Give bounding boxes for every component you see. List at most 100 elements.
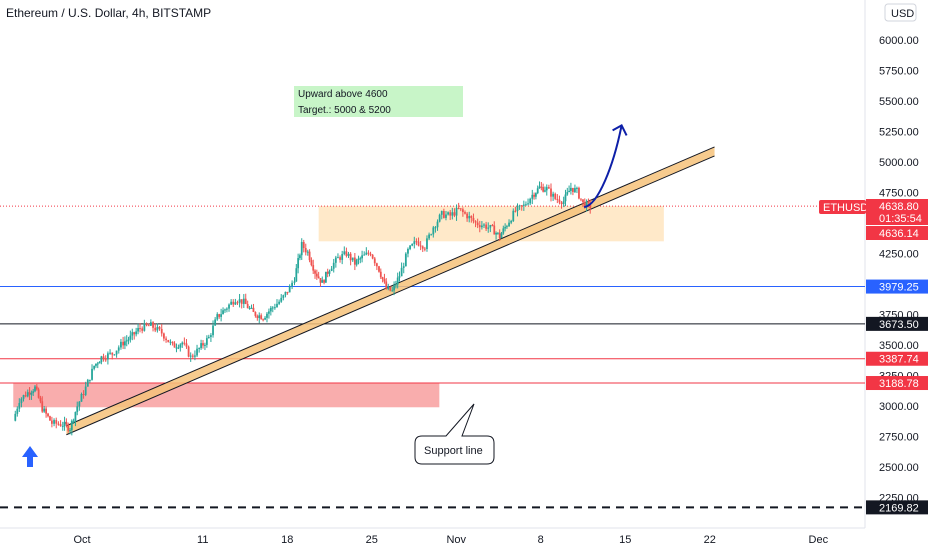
candle-body [547, 187, 550, 189]
y-axis[interactable]: 6000.00 5750.00 5500.00 5250.00 5000.00 4750.… [879, 35, 919, 505]
candle-body [226, 308, 228, 310]
candle-body [385, 281, 388, 289]
symbol-tag-bg [819, 200, 866, 214]
price-tags: 3979.25 3673.50 3387.74 3188.78 2169.82 [866, 279, 928, 515]
target-note[interactable]: Upward above 4600 Target.: 5000 & 5200 [294, 86, 463, 117]
candle-body [493, 225, 496, 235]
candles [14, 181, 592, 436]
last-price-tag: ETHUSD 4638.80 01:35:54 4636.14 [819, 199, 928, 240]
candle-body [127, 339, 130, 341]
candle-body [20, 398, 23, 404]
candle-body [375, 263, 378, 267]
candle-body [432, 227, 435, 235]
x-tick-label: Oct [74, 534, 91, 546]
candle-body [34, 386, 36, 392]
candle-body [141, 328, 144, 331]
candle-body [339, 257, 341, 260]
candle-body [214, 319, 217, 326]
candle-body [224, 309, 226, 311]
x-axis[interactable]: Oct 11 18 25 Nov 8 15 22 Dec [74, 534, 829, 546]
candle-body [428, 234, 430, 239]
countdown-value: 01:35:54 [879, 213, 922, 225]
candle-body [286, 291, 289, 293]
support-callout[interactable]: Support line [414, 403, 495, 465]
candle-body [564, 194, 567, 202]
candle-body [457, 207, 460, 209]
candle-body [369, 253, 372, 255]
demand-zone [13, 382, 440, 408]
candle-body [585, 201, 588, 208]
y-tick-label: 2500.00 [879, 462, 919, 474]
y-tick-label: 5250.00 [879, 126, 919, 138]
currency-badge[interactable]: USD [884, 3, 917, 22]
candle-body [65, 421, 68, 425]
candle-body [284, 291, 287, 296]
candle-body [145, 323, 148, 326]
candle-body [552, 193, 555, 197]
candle-body [293, 281, 296, 283]
candle-body [234, 302, 237, 305]
candle-body [122, 341, 125, 346]
candle-body [196, 348, 198, 356]
candle-body [135, 331, 138, 335]
candle-body [189, 355, 192, 357]
candle-body [391, 290, 394, 292]
currency-badge-bg [884, 3, 917, 22]
support-callout-text: Support line [424, 445, 483, 457]
candle-body [96, 363, 99, 365]
level-tag-bg [866, 279, 928, 294]
candle-body [478, 225, 481, 228]
candle-body [453, 212, 456, 216]
x-tick-label: 15 [619, 534, 631, 546]
candle-body [518, 205, 521, 207]
y-tick-label: 4250.00 [879, 249, 919, 261]
candle-body [181, 342, 184, 345]
candle-body [14, 413, 17, 421]
candle-body [18, 403, 21, 409]
candle-body [125, 340, 128, 342]
candle-body [47, 413, 49, 417]
zones [13, 205, 664, 408]
candle-body [466, 213, 469, 219]
candle-body [430, 234, 433, 236]
candle-body [149, 322, 152, 326]
candle-body [256, 315, 259, 319]
y-tick-label: 6000.00 [879, 35, 919, 47]
candle-body [464, 212, 466, 214]
candle-body [413, 241, 416, 245]
candle-body [104, 359, 107, 361]
candle-body [349, 253, 352, 261]
candle-body [198, 348, 201, 350]
candle-body [260, 315, 263, 320]
level-tag-bg [866, 376, 928, 391]
candle-body [306, 251, 309, 253]
candle-body [102, 356, 105, 360]
candle-body [500, 233, 503, 238]
candle-body [207, 336, 210, 339]
candle-body [468, 215, 471, 219]
support-line-lower [66, 155, 715, 436]
candle-body [404, 253, 407, 267]
chart-title: Ethereum / U.S. Dollar, 4h, BITSTAMP [6, 6, 211, 20]
y-tick-label: 5500.00 [879, 96, 919, 108]
candle-body [74, 411, 77, 421]
candle-body [315, 273, 318, 277]
candle-body [379, 271, 382, 278]
candle-body [262, 319, 265, 321]
candle-body [191, 355, 194, 357]
candle-body [447, 212, 449, 215]
candle-body [451, 212, 454, 216]
candle-body [587, 201, 590, 203]
candle-body [542, 186, 545, 192]
candle-body [558, 199, 561, 203]
candle-body [59, 424, 62, 427]
candle-body [43, 408, 46, 412]
candle-body [278, 301, 281, 304]
candle-body [222, 310, 224, 315]
candle-body [562, 201, 565, 204]
candle-body [80, 394, 83, 402]
candle-body [536, 188, 539, 194]
candle-body [361, 255, 363, 259]
candle-body [49, 416, 51, 421]
